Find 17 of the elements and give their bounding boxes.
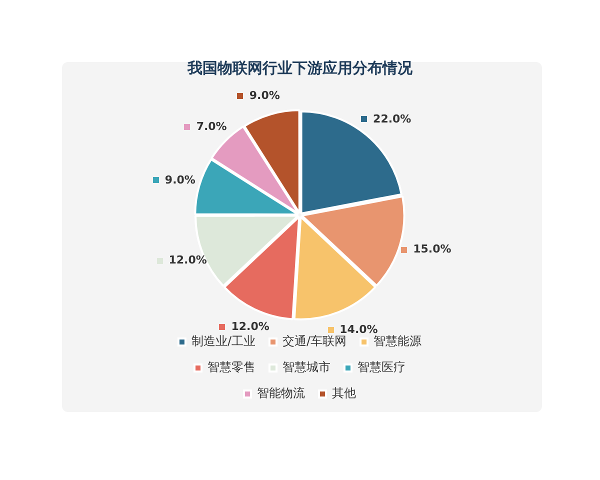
data-label: 9.0% [164, 173, 196, 186]
data-label: 15.0% [413, 242, 452, 256]
legend-label: 智慧医疗 [358, 360, 406, 374]
data-label: 22.0% [373, 112, 412, 126]
data-label: 9.0% [249, 88, 280, 102]
data-label: 12.0% [168, 254, 207, 267]
data-label: 7.0% [196, 120, 227, 134]
legend-label: 智慧城市 [282, 360, 330, 374]
data-label: 14.0% [340, 323, 378, 336]
legend-label: 制造业/工业 [191, 334, 256, 348]
legend-label: 智慧零售 [208, 360, 256, 374]
chart-title: 我国物联网行业下游应用分布情况 [186, 58, 414, 77]
legend-label: 其他 [332, 386, 356, 400]
legend-label: 交通/车联网 [282, 334, 347, 348]
legend-label: 智慧能源 [374, 334, 422, 348]
legend-label: 智能物流 [257, 386, 305, 400]
data-label: 12.0% [231, 320, 270, 334]
